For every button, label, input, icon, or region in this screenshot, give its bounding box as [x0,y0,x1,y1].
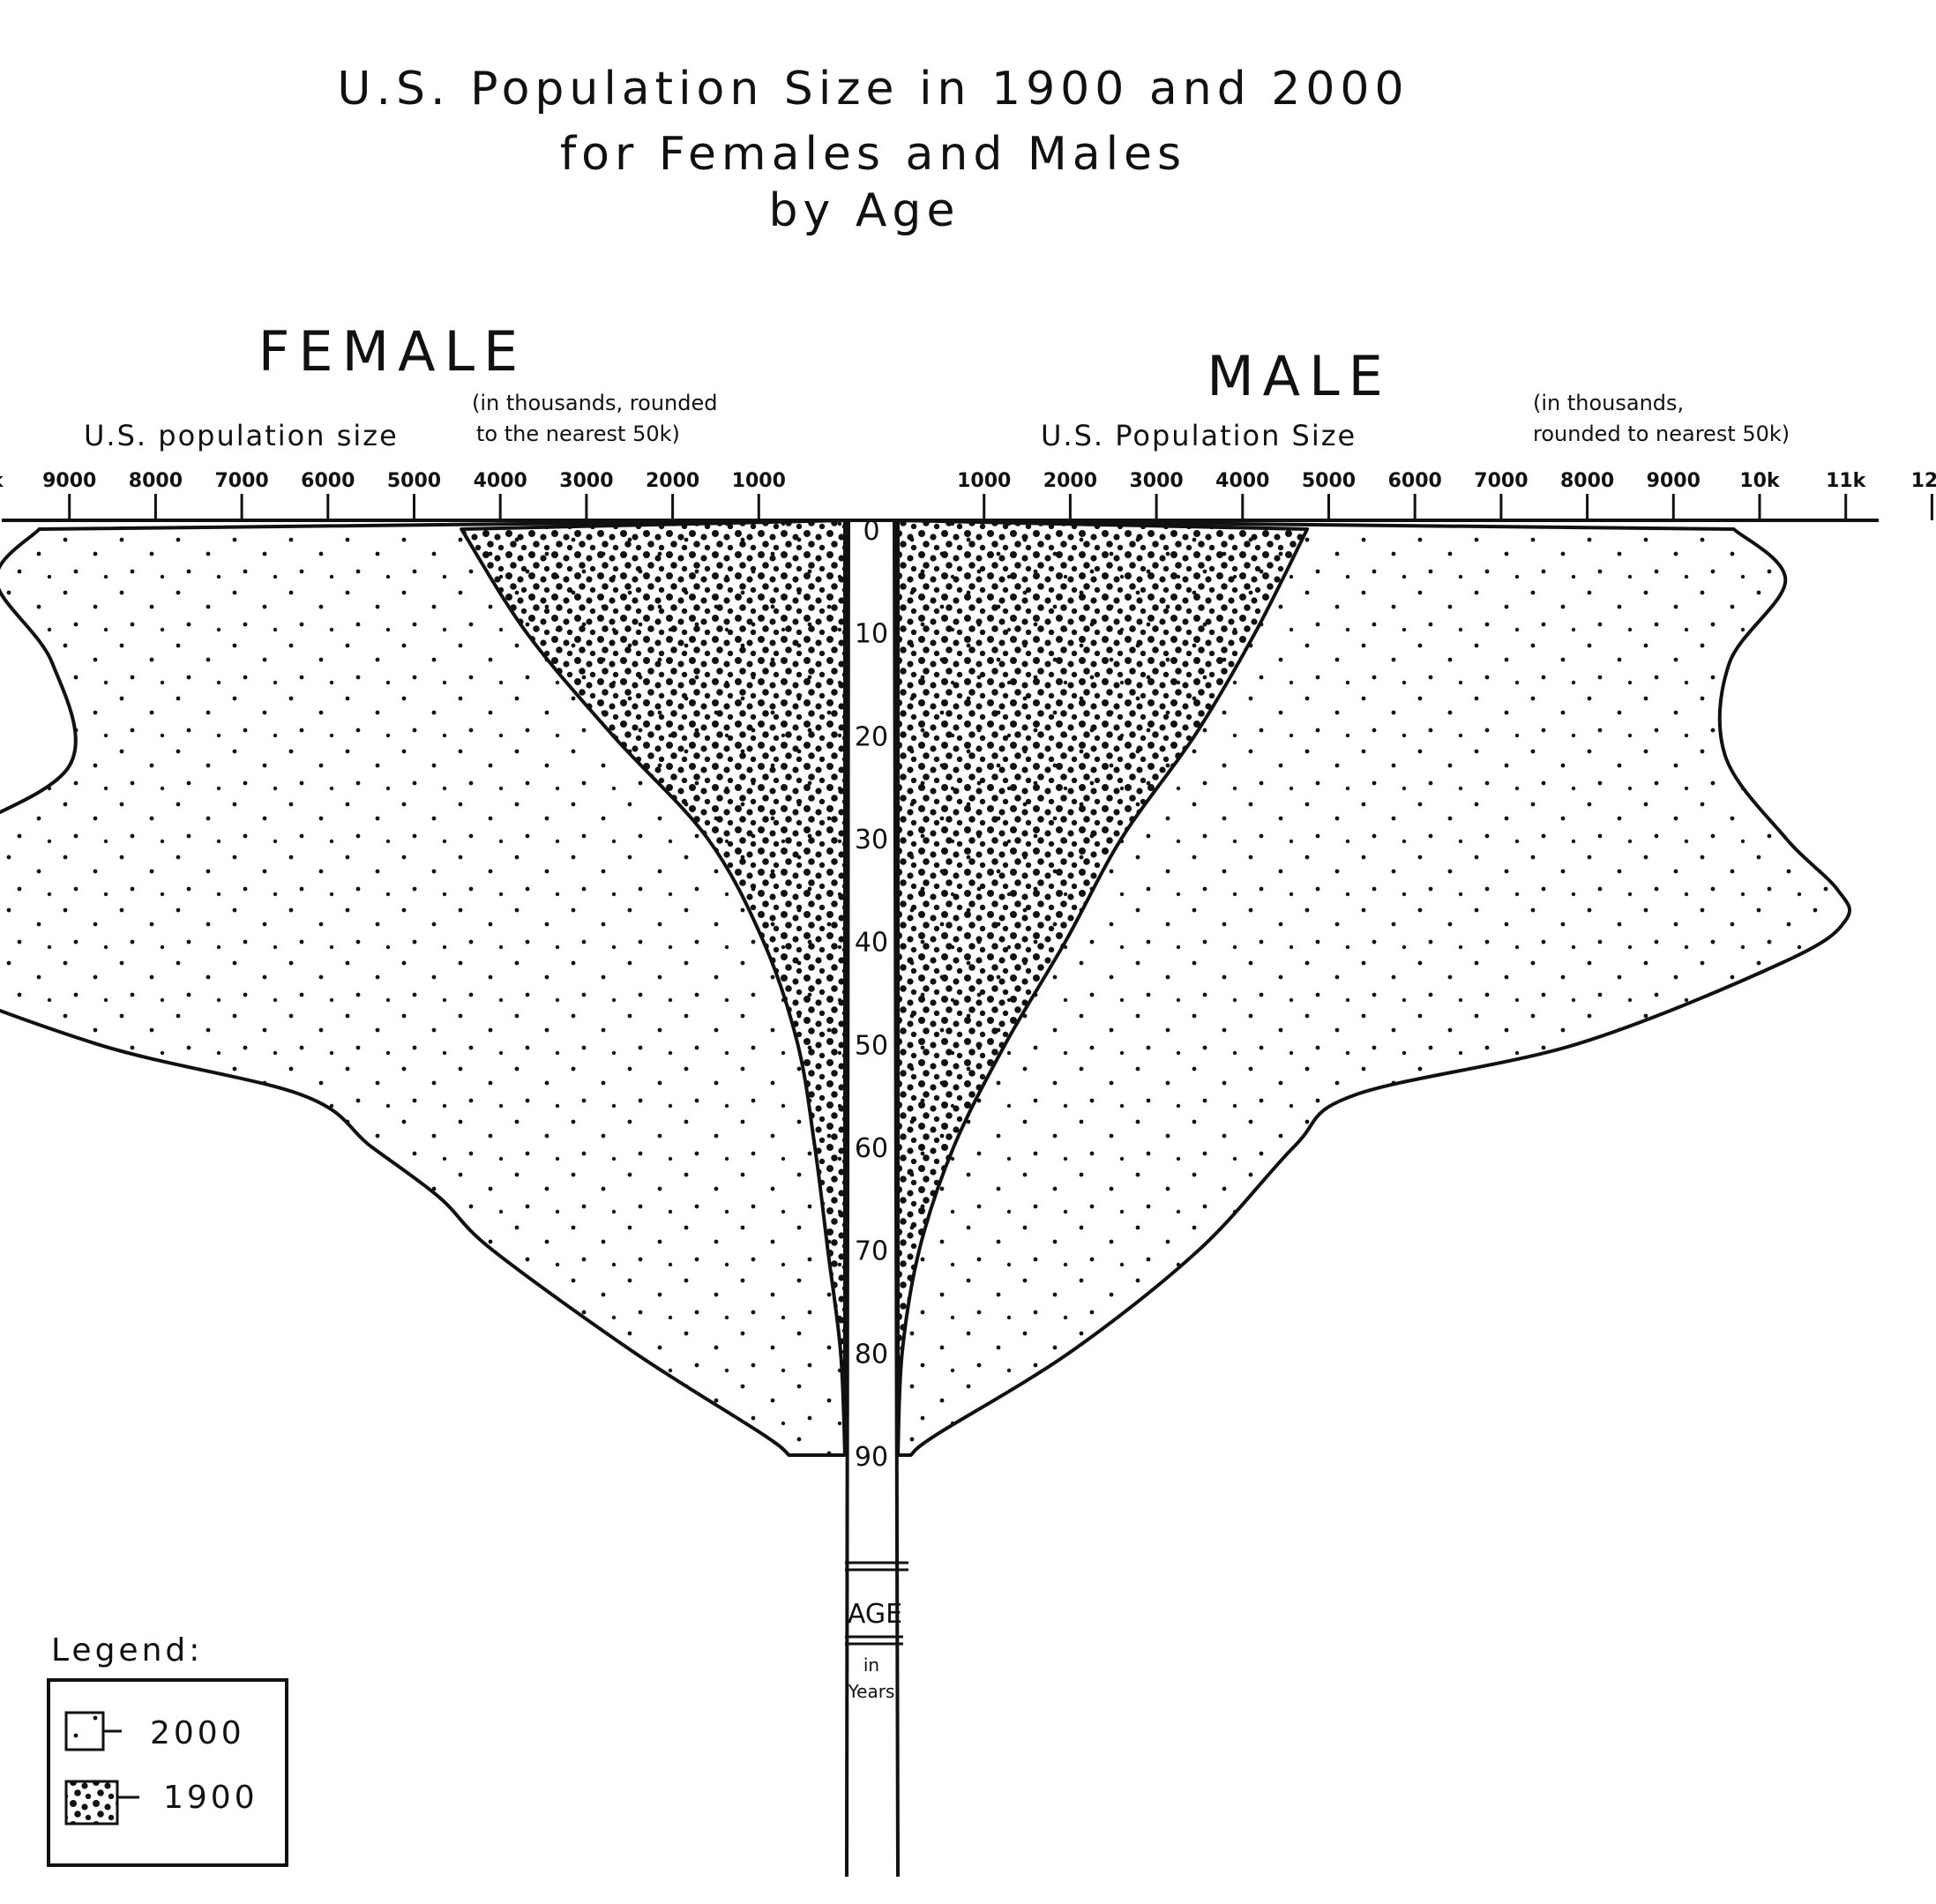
age-tick-label-30: 30 [855,825,888,855]
age-tick-label-60: 60 [855,1133,888,1164]
x-tick-label-female-3000: 3000 [559,470,613,492]
age-tick-label-40: 40 [855,928,888,959]
title-line-2: for Females and Males [560,128,1186,181]
x-tick-label-male-9000: 9000 [1647,470,1701,492]
legend-label-1900: 1900 [163,1780,258,1816]
female-axis-note-1: (in thousands, rounded [472,391,717,415]
x-tick-label-female-1000: 1000 [732,470,786,492]
legend-title: Legend: [51,1632,203,1669]
x-tick-label-male-11000: 11k [1826,470,1867,492]
age-tick-label-20: 20 [855,721,888,752]
legend-swatch-1900 [64,1780,119,1826]
title-line-3: by Age [769,184,961,237]
x-tick-label-male-12000: 12K [1911,470,1936,492]
legend-frame [47,1678,288,1867]
series-1900-male-area [896,519,1310,1457]
age-strip-left [845,519,850,1878]
x-tick-label-female-4000: 4000 [474,470,527,492]
x-axis: 1000 1000 2000 2000 3000 3000 4000 4000 5000 5000… [0,470,1936,522]
legend: Legend: 2000 1900 [47,1632,288,1867]
x-tick-label-female-5000: 5000 [387,470,441,492]
x-tick-label-male-2000: 2000 [1043,470,1097,492]
x-tick-label-male-6000: 6000 [1388,470,1442,492]
x-tick-label-male-4000: 4000 [1215,470,1269,492]
age-unit-label-0: in [863,1654,879,1676]
x-tick-label-female-10000: 10k [0,470,4,492]
age-axis-label: AGE [848,1599,902,1630]
legend-label-2000: 2000 [150,1715,245,1751]
age-strip-right [893,519,900,1878]
age-tick-label-70: 70 [855,1236,888,1267]
x-tick-label-female-6000: 6000 [301,470,355,492]
female-label: FEMALE [258,319,527,384]
legend-swatch-2000 [64,1711,105,1751]
age-tick-label-50: 50 [855,1030,888,1061]
male-label: MALE [1207,344,1392,408]
male-axis-note-2: rounded to nearest 50k) [1533,422,1790,446]
age-tick-label-90: 90 [855,1442,888,1473]
chart-title: U.S. Population Size in 1900 and 2000 fo… [337,63,1409,237]
series-1900-female-area [460,519,847,1457]
female-axis-note-2: to the nearest 50k) [476,422,680,446]
male-axis-note-1: (in thousands, [1533,391,1684,415]
x-tick-label-female-8000: 8000 [129,470,183,492]
x-tick-label-male-7000: 7000 [1474,470,1528,492]
age-tick-label-0: 0 [863,516,879,547]
age-tick-label-80: 80 [855,1339,888,1370]
age-strip-fill [850,524,893,1873]
x-tick-label-male-8000: 8000 [1560,470,1614,492]
x-tick-label-female-2000: 2000 [646,470,699,492]
male-axis-title: U.S. Population Size [1041,419,1357,452]
x-tick-label-female-7000: 7000 [214,470,268,492]
x-tick-label-male-3000: 3000 [1129,470,1183,492]
age-tick-label-10: 10 [855,619,888,650]
x-tick-label-male-10000: 10k [1739,470,1781,492]
female-axis-title: U.S. population size [84,419,399,452]
age-axis: 0 10 20 30 40 50 60 70 80 90 AGE in Years [845,516,908,1878]
series-layer [0,519,1851,1457]
x-tick-label-male-1000: 1000 [957,470,1011,492]
age-unit-label-1: Years [848,1681,895,1702]
x-tick-label-male-5000: 5000 [1302,470,1356,492]
x-tick-label-female-9000: 9000 [42,470,96,492]
title-line-1: U.S. Population Size in 1900 and 2000 [337,63,1409,116]
